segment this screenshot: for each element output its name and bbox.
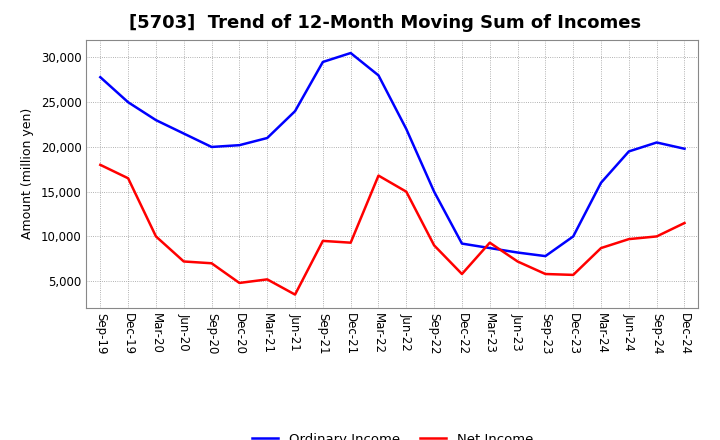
Net Income [346, 240, 355, 246]
Net Income [207, 260, 216, 266]
Ordinary Income [485, 246, 494, 251]
Ordinary Income [402, 126, 410, 132]
Legend: Ordinary Income, Net Income: Ordinary Income, Net Income [246, 427, 539, 440]
Ordinary Income [680, 146, 689, 151]
Net Income [680, 220, 689, 226]
Ordinary Income [652, 140, 661, 145]
Net Income [624, 236, 633, 242]
Ordinary Income [291, 109, 300, 114]
Ordinary Income [569, 234, 577, 239]
Ordinary Income [124, 99, 132, 105]
Line: Ordinary Income: Ordinary Income [100, 53, 685, 256]
Ordinary Income [430, 189, 438, 194]
Ordinary Income [346, 50, 355, 55]
Ordinary Income [235, 143, 243, 148]
Net Income [597, 246, 606, 251]
Text: [5703]  Trend of 12-Month Moving Sum of Incomes: [5703] Trend of 12-Month Moving Sum of I… [130, 15, 642, 33]
Net Income [179, 259, 188, 264]
Net Income [402, 189, 410, 194]
Ordinary Income [624, 149, 633, 154]
Net Income [541, 271, 550, 277]
Net Income [235, 280, 243, 286]
Ordinary Income [318, 59, 327, 65]
Net Income [458, 271, 467, 277]
Ordinary Income [374, 73, 383, 78]
Ordinary Income [96, 74, 104, 80]
Net Income [124, 176, 132, 181]
Ordinary Income [152, 117, 161, 123]
Net Income [96, 162, 104, 168]
Net Income [430, 243, 438, 248]
Ordinary Income [458, 241, 467, 246]
Net Income [318, 238, 327, 244]
Ordinary Income [263, 136, 271, 141]
Net Income [152, 234, 161, 239]
Net Income [374, 173, 383, 178]
Ordinary Income [541, 253, 550, 259]
Ordinary Income [597, 180, 606, 185]
Ordinary Income [513, 250, 522, 255]
Net Income [291, 292, 300, 297]
Net Income [485, 240, 494, 246]
Net Income [263, 277, 271, 282]
Ordinary Income [207, 144, 216, 150]
Net Income [569, 272, 577, 278]
Net Income [652, 234, 661, 239]
Net Income [513, 259, 522, 264]
Y-axis label: Amount (million yen): Amount (million yen) [21, 108, 34, 239]
Ordinary Income [179, 131, 188, 136]
Line: Net Income: Net Income [100, 165, 685, 295]
